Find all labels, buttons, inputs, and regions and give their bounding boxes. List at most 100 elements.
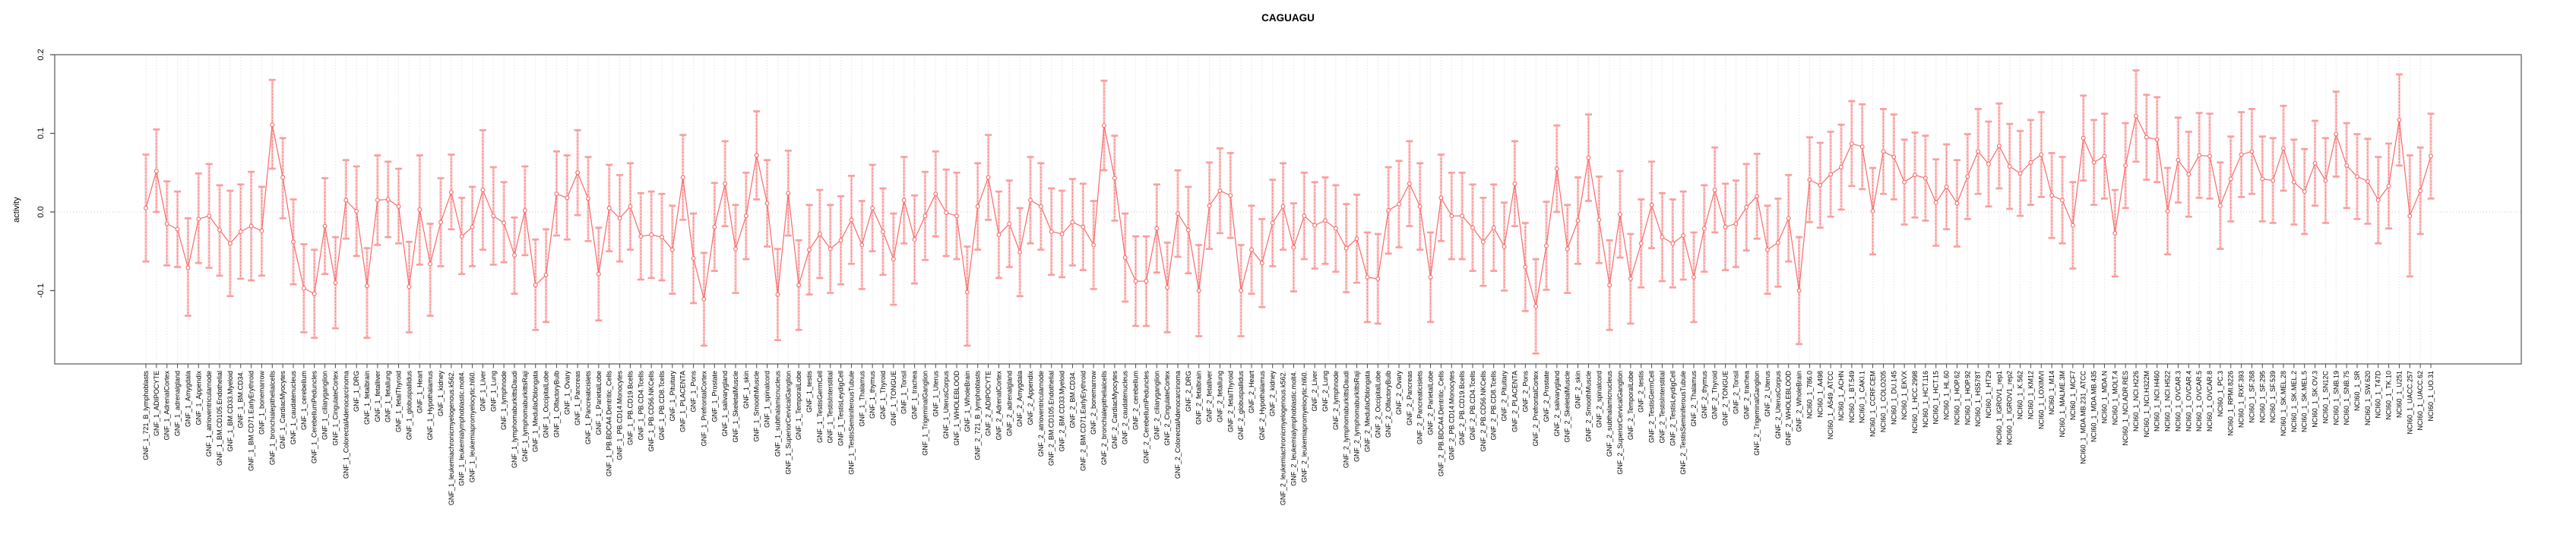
svg-text:GNF_2_fetalbrain: GNF_2_fetalbrain bbox=[1195, 371, 1203, 425]
svg-text:GNF_2_BM.CD71.EarlyErythroid: GNF_2_BM.CD71.EarlyErythroid bbox=[1079, 371, 1087, 471]
svg-text:GNF_2_Pancreaticislets: GNF_2_Pancreaticislets bbox=[1416, 371, 1424, 445]
svg-text:GNF_1_ParietalLobe: GNF_1_ParietalLobe bbox=[595, 371, 603, 435]
y-axis: 0.2 0.1 0.0 -0.1 bbox=[36, 49, 55, 298]
svg-text:GNF_2_ADIPOCYTE: GNF_2_ADIPOCYTE bbox=[985, 371, 992, 436]
svg-text:GNF_2_bronchialepithelialcells: GNF_2_bronchialepithelialcells bbox=[1100, 371, 1108, 466]
svg-text:NCI60_1_A498: NCI60_1_A498 bbox=[1816, 371, 1824, 418]
svg-text:NCI60_1_ACHN: NCI60_1_ACHN bbox=[1837, 371, 1845, 421]
svg-text:GNF_2_caudatenucleus: GNF_2_caudatenucleus bbox=[1122, 371, 1129, 445]
svg-text:GNF_1_Thyroid: GNF_1_Thyroid bbox=[879, 371, 887, 419]
svg-text:NCI60_1_COLO205: NCI60_1_COLO205 bbox=[1879, 371, 1887, 432]
svg-text:GNF_1_lymphomaburkittsRaji: GNF_1_lymphomaburkittsRaji bbox=[521, 371, 529, 462]
svg-text:GNF_2_globuspallidus: GNF_2_globuspallidus bbox=[1237, 371, 1245, 441]
svg-text:GNF_2_Prostate: GNF_2_Prostate bbox=[1543, 371, 1550, 422]
svg-text:GNF_2_PB.CD14.Monocytes: GNF_2_PB.CD14.Monocytes bbox=[1448, 371, 1455, 460]
svg-text:GNF_1_adrenalgland: GNF_1_adrenalgland bbox=[174, 371, 182, 436]
svg-text:NCI60_1_HCC.2998: NCI60_1_HCC.2998 bbox=[1911, 371, 1919, 434]
svg-text:GNF_2_CingulateCortex: GNF_2_CingulateCortex bbox=[1163, 371, 1171, 446]
svg-text:GNF_1_BM.CD71.EarlyErythroid: GNF_1_BM.CD71.EarlyErythroid bbox=[248, 371, 255, 471]
svg-text:GNF_2_TrigeminalGanglion: GNF_2_TrigeminalGanglion bbox=[1753, 371, 1761, 456]
svg-text:GNF_1_Heart: GNF_1_Heart bbox=[416, 371, 423, 414]
svg-text:GNF_1_OccipitalLobe: GNF_1_OccipitalLobe bbox=[543, 371, 550, 438]
svg-text:GNF_2_PLACENTA: GNF_2_PLACENTA bbox=[1511, 371, 1518, 432]
svg-text:NCI60_1_HOP.62: NCI60_1_HOP.62 bbox=[1953, 371, 1960, 425]
svg-text:GNF_2_spinalcord: GNF_2_spinalcord bbox=[1595, 371, 1603, 428]
svg-text:GNF_1_TemporalLobe: GNF_1_TemporalLobe bbox=[795, 371, 802, 440]
svg-text:GNF_1_ADIPOCYTE: GNF_1_ADIPOCYTE bbox=[153, 371, 160, 436]
svg-text:GNF_1_TestisSeminiferousTubule: GNF_1_TestisSeminiferousTubule bbox=[847, 371, 855, 475]
svg-text:GNF_2_Appendix: GNF_2_Appendix bbox=[1027, 371, 1034, 425]
svg-text:NCI60_1_HOP.92: NCI60_1_HOP.92 bbox=[1964, 371, 1971, 425]
svg-text:GNF_2_721_B_lymphoblasts: GNF_2_721_B_lymphoblasts bbox=[974, 371, 982, 460]
svg-text:NCI60_1_HCT.15: NCI60_1_HCT.15 bbox=[1932, 371, 1940, 425]
svg-text:GNF_1_BM.CD34.: GNF_1_BM.CD34. bbox=[237, 371, 245, 428]
svg-text:NCI60_1_KM12: NCI60_1_KM12 bbox=[2027, 371, 2034, 419]
svg-text:GNF_2_OlfactoryBulb: GNF_2_OlfactoryBulb bbox=[1385, 371, 1392, 438]
svg-text:GNF_1_DRG: GNF_1_DRG bbox=[353, 371, 360, 412]
svg-text:GNF_2_Uterus: GNF_2_Uterus bbox=[1764, 371, 1771, 417]
svg-text:GNF_2_PB.CD56.NKCells: GNF_2_PB.CD56.NKCells bbox=[1479, 371, 1487, 452]
svg-text:NCI60_1_MOLT.4: NCI60_1_MOLT.4 bbox=[2111, 371, 2119, 425]
svg-text:GNF_1_PB.CD19.Bcells: GNF_1_PB.CD19.Bcells bbox=[626, 371, 634, 446]
svg-text:GNF_1_PrefrontalCortex: GNF_1_PrefrontalCortex bbox=[700, 371, 707, 447]
svg-text:GNF_1_Amygdala: GNF_1_Amygdala bbox=[184, 371, 191, 427]
svg-text:GNF_1_TestisLeydigCell: GNF_1_TestisLeydigCell bbox=[837, 371, 845, 446]
svg-text:GNF_1_MedullaOblongata: GNF_1_MedullaOblongata bbox=[532, 371, 540, 452]
svg-text:GNF_1_TestisGermCell: GNF_1_TestisGermCell bbox=[816, 371, 824, 443]
svg-text:GNF_1_SmoothMuscle: GNF_1_SmoothMuscle bbox=[753, 371, 761, 442]
svg-text:GNF_2_BM.CD105.Endothelial: GNF_2_BM.CD105.Endothelial bbox=[1048, 371, 1055, 466]
svg-text:GNF_1_spinalcord: GNF_1_spinalcord bbox=[764, 371, 771, 428]
svg-text:NCI60_1_DU.145: NCI60_1_DU.145 bbox=[1890, 371, 1897, 425]
svg-text:GNF_1_PB.CD56.NKCells: GNF_1_PB.CD56.NKCells bbox=[647, 371, 655, 452]
svg-text:GNF_2_PB.BDCA4.Dentritic_Cells: GNF_2_PB.BDCA4.Dentritic_Cells bbox=[1437, 371, 1445, 477]
svg-text:NCI60_1_RXF.393: NCI60_1_RXF.393 bbox=[2238, 371, 2245, 428]
svg-text:GNF_2_Pituitary: GNF_2_Pituitary bbox=[1501, 371, 1508, 422]
svg-text:NCI60_1_CAKI.1: NCI60_1_CAKI.1 bbox=[1859, 371, 1866, 423]
svg-text:GNF_1_Tonsil: GNF_1_Tonsil bbox=[900, 371, 908, 414]
svg-text:GNF_2_UterusCorpus: GNF_2_UterusCorpus bbox=[1774, 371, 1782, 439]
svg-text:GNF_1_subthalamicnucleus: GNF_1_subthalamicnucleus bbox=[774, 371, 781, 457]
svg-text:GNF_1_Prostate: GNF_1_Prostate bbox=[710, 371, 718, 422]
svg-text:GNF_1_SkeletalMuscle: GNF_1_SkeletalMuscle bbox=[732, 371, 739, 443]
svg-text:NCI60_1_SF.539: NCI60_1_SF.539 bbox=[2269, 371, 2277, 423]
svg-text:0.0: 0.0 bbox=[36, 206, 46, 217]
svg-text:NCI60_1_PC.3: NCI60_1_PC.3 bbox=[2217, 371, 2224, 417]
svg-text:NCI60_1_SF.295: NCI60_1_SF.295 bbox=[2258, 371, 2266, 423]
svg-text:GNF_2_WHOLEBLOOD: GNF_2_WHOLEBLOOD bbox=[1785, 371, 1793, 446]
svg-text:GNF_2_leukemiachronicmyelogeno: GNF_2_leukemiachronicmyelogenous.k562. bbox=[1280, 371, 1287, 505]
x-axis: GNF_1_721_B_lymphoblasts GNF_1_ADIPOCYTE G… bbox=[142, 364, 2435, 505]
svg-text:GNF_2_salivarygland: GNF_2_salivarygland bbox=[1553, 371, 1561, 437]
svg-text:GNF_2_atrioventricularnode: GNF_2_atrioventricularnode bbox=[1037, 371, 1045, 457]
svg-text:GNF_1_fetalbrain: GNF_1_fetalbrain bbox=[363, 371, 371, 425]
svg-text:GNF_1_globuspallidus: GNF_1_globuspallidus bbox=[405, 371, 413, 441]
svg-text:GNF_2_bonemarrow: GNF_2_bonemarrow bbox=[1090, 371, 1097, 435]
svg-text:GNF_1_PB.CD14.Monocytes: GNF_1_PB.CD14.Monocytes bbox=[616, 371, 624, 460]
svg-text:NCI60_1_HS578T: NCI60_1_HS578T bbox=[1974, 371, 1982, 427]
svg-text:GNF_2_testis: GNF_2_testis bbox=[1638, 371, 1645, 413]
svg-text:GNF_1_bonemarrow: GNF_1_bonemarrow bbox=[258, 371, 265, 435]
svg-text:NCI60_1_SNB.75: NCI60_1_SNB.75 bbox=[2343, 371, 2350, 425]
svg-text:NCI60_1_T47D: NCI60_1_T47D bbox=[2375, 371, 2382, 419]
svg-text:GNF_2_SuperiorCervicalGanglion: GNF_2_SuperiorCervicalGanglion bbox=[1616, 371, 1624, 475]
svg-text:GNF_1_SuperiorCervicalGanglion: GNF_1_SuperiorCervicalGanglion bbox=[784, 371, 792, 475]
svg-text:NCI60_1_RPMI.8226: NCI60_1_RPMI.8226 bbox=[2227, 371, 2235, 436]
svg-text:GNF_2_Hypothalamus: GNF_2_Hypothalamus bbox=[1258, 371, 1266, 441]
svg-text:GNF_1_PLACENTA: GNF_1_PLACENTA bbox=[679, 371, 687, 432]
svg-text:GNF_1_UterusCorpus: GNF_1_UterusCorpus bbox=[942, 371, 950, 439]
svg-text:NCI60_1_SK.MEL.5: NCI60_1_SK.MEL.5 bbox=[2301, 371, 2309, 432]
svg-text:GNF_1_Pancreas: GNF_1_Pancreas bbox=[574, 371, 581, 426]
svg-text:GNF_2_TestisLeydigCell: GNF_2_TestisLeydigCell bbox=[1669, 371, 1676, 446]
svg-text:GNF_2_TestisInterstitial: GNF_2_TestisInterstitial bbox=[1658, 371, 1666, 444]
svg-text:GNF_1_kidney: GNF_1_kidney bbox=[437, 371, 445, 417]
svg-text:GNF_2_PrefrontalCortex: GNF_2_PrefrontalCortex bbox=[1532, 371, 1540, 447]
svg-text:GNF_1_testis: GNF_1_testis bbox=[805, 371, 813, 413]
svg-text:NCI60_1_UO.31: NCI60_1_UO.31 bbox=[2427, 371, 2435, 422]
svg-text:GNF_1_Pituitary: GNF_1_Pituitary bbox=[669, 371, 676, 422]
svg-text:NCI60_1_SK.OV.3: NCI60_1_SK.OV.3 bbox=[2312, 371, 2319, 428]
svg-text:GNF_1_lymphomaburkittsDaudi: GNF_1_lymphomaburkittsDaudi bbox=[511, 371, 518, 468]
svg-text:GNF_1_PB.BDCA4.Dentritic_Cells: GNF_1_PB.BDCA4.Dentritic_Cells bbox=[606, 371, 613, 477]
svg-text:NCI60_1_UACC.62: NCI60_1_UACC.62 bbox=[2416, 371, 2424, 431]
svg-text:NCI60_1_SN12C: NCI60_1_SN12C bbox=[2321, 371, 2329, 424]
svg-text:NCI60_1_OVCAR.4: NCI60_1_OVCAR.4 bbox=[2185, 371, 2192, 432]
